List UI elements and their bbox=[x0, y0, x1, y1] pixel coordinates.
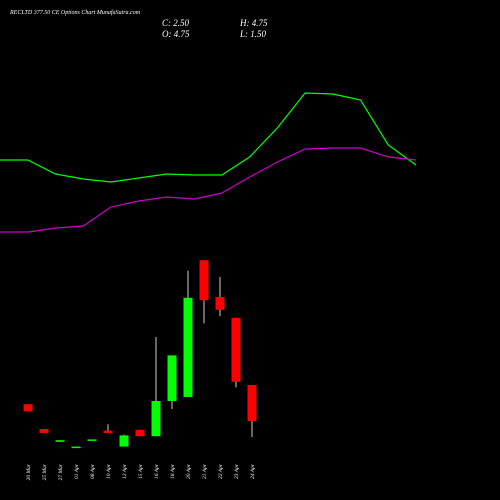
x-tick-label: 27 Mar bbox=[58, 463, 64, 480]
x-tick-label: 15 Apr bbox=[138, 463, 144, 479]
x-tick-label: 20 Apr bbox=[186, 463, 192, 479]
candle-body bbox=[55, 440, 65, 442]
x-tick-label: 16 Apr bbox=[154, 463, 160, 479]
x-tick-label: 24 Apr bbox=[249, 463, 256, 479]
info-open: O: 4.75 bbox=[162, 29, 190, 39]
candle-body bbox=[231, 317, 241, 382]
candle-body bbox=[151, 401, 161, 437]
line-series bbox=[0, 92, 417, 183]
info-low: L: 1.50 bbox=[239, 29, 267, 39]
x-tick-label: 10 Apr bbox=[106, 463, 112, 479]
x-tick-label: 01 Apr bbox=[74, 463, 80, 479]
candle-body bbox=[119, 435, 129, 447]
candle-body bbox=[247, 385, 257, 421]
x-tick-label: 22 Apr bbox=[218, 463, 224, 479]
candle-body bbox=[199, 260, 209, 301]
line-series bbox=[0, 147, 417, 233]
x-tick-label: 25 Mar bbox=[42, 463, 48, 480]
candle-body bbox=[71, 446, 81, 449]
candle-body bbox=[135, 429, 145, 437]
chart-title: RECLTD 377.50 CE Options Chart MunafaSut… bbox=[9, 9, 141, 16]
candle-body bbox=[167, 355, 177, 401]
x-tick-label: 23 Apr bbox=[234, 463, 240, 479]
info-close: C: 2.50 bbox=[162, 18, 190, 28]
x-tick-label: 08 Apr bbox=[90, 463, 96, 479]
candle-body bbox=[215, 297, 225, 310]
candle-body bbox=[39, 429, 49, 433]
candle-body bbox=[103, 430, 113, 433]
info-high: H: 4.75 bbox=[239, 18, 268, 28]
x-tick-label: 21 Apr bbox=[202, 463, 208, 479]
candle-body bbox=[23, 404, 33, 412]
x-tick-label: 18 Apr bbox=[170, 463, 176, 479]
x-tick-label: 12 Apr bbox=[122, 463, 128, 479]
candle-body bbox=[183, 297, 193, 397]
candle-body bbox=[87, 439, 97, 441]
x-tick-label: 20 Mar bbox=[26, 463, 32, 480]
